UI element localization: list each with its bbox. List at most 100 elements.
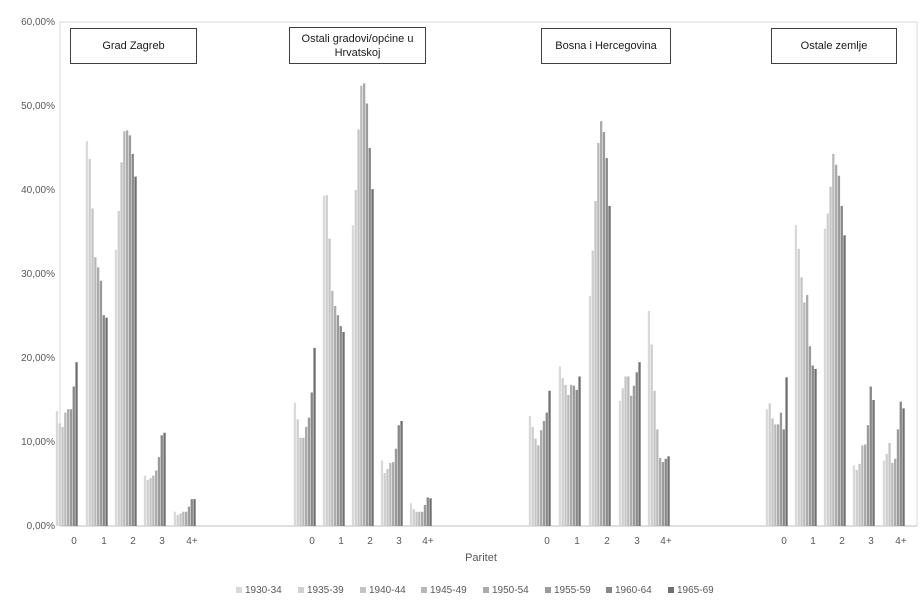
bar bbox=[97, 267, 100, 526]
legend-swatch bbox=[483, 587, 489, 593]
bar bbox=[882, 460, 886, 526]
bar bbox=[365, 103, 369, 526]
x-tick-label: 1 bbox=[574, 536, 580, 547]
bar bbox=[888, 442, 891, 526]
x-tick-label: 3 bbox=[868, 536, 874, 547]
bar bbox=[621, 388, 624, 526]
bar bbox=[94, 257, 97, 526]
bar bbox=[91, 208, 94, 527]
bar bbox=[602, 132, 606, 527]
bar bbox=[149, 478, 152, 526]
bar bbox=[134, 176, 137, 526]
bar bbox=[182, 511, 185, 526]
bar bbox=[160, 435, 163, 526]
x-tick-label: 2 bbox=[367, 536, 373, 547]
bar bbox=[354, 190, 357, 526]
bar bbox=[334, 305, 337, 526]
bar bbox=[397, 425, 400, 526]
bar bbox=[650, 344, 653, 526]
bar bbox=[128, 135, 132, 526]
bar bbox=[806, 295, 809, 526]
bar bbox=[591, 250, 594, 527]
bar bbox=[618, 400, 622, 526]
bar bbox=[771, 418, 774, 526]
bar bbox=[785, 377, 788, 526]
legend-label: 1955-59 bbox=[554, 585, 591, 596]
bar bbox=[389, 463, 392, 526]
bar bbox=[307, 417, 311, 526]
bar bbox=[394, 448, 398, 526]
bar bbox=[638, 362, 641, 526]
bar bbox=[380, 460, 384, 526]
legend-label: 1960-64 bbox=[615, 585, 652, 596]
x-tick-label: 3 bbox=[159, 536, 165, 547]
bar bbox=[302, 437, 305, 526]
legend-label: 1950-54 bbox=[492, 585, 529, 596]
bar bbox=[891, 463, 894, 526]
bar bbox=[861, 445, 864, 526]
bar bbox=[843, 235, 846, 527]
bar bbox=[858, 463, 861, 526]
bar bbox=[632, 385, 636, 526]
bar bbox=[647, 310, 651, 526]
bar bbox=[313, 347, 316, 526]
group-label-grad-zagreb: Grad Zagreb bbox=[70, 28, 197, 64]
bar bbox=[187, 506, 191, 526]
bar bbox=[605, 158, 608, 526]
legend-label: 1965-69 bbox=[677, 585, 714, 596]
x-tick-label: 4+ bbox=[422, 536, 434, 547]
plot-area bbox=[59, 21, 918, 527]
bar bbox=[322, 195, 326, 526]
bar bbox=[567, 394, 570, 526]
x-tick-label: 1 bbox=[338, 536, 344, 547]
bar bbox=[869, 386, 872, 526]
bar bbox=[558, 366, 562, 526]
x-tick-label: 2 bbox=[604, 536, 610, 547]
legend-label: 1940-44 bbox=[369, 585, 406, 596]
bar bbox=[423, 505, 427, 526]
bar bbox=[55, 410, 59, 526]
legend-swatch bbox=[606, 587, 612, 593]
bar bbox=[123, 131, 126, 526]
bar bbox=[72, 386, 75, 526]
legend-swatch bbox=[545, 587, 551, 593]
bar bbox=[296, 419, 299, 526]
bar bbox=[126, 130, 129, 527]
bar bbox=[114, 249, 118, 526]
legend-swatch bbox=[236, 587, 242, 593]
bar bbox=[542, 421, 546, 526]
legend-swatch bbox=[668, 587, 674, 593]
y-tick-label: 40,00% bbox=[21, 185, 55, 196]
bar bbox=[310, 392, 313, 526]
bar bbox=[855, 469, 858, 526]
bar bbox=[429, 498, 432, 526]
bar bbox=[331, 290, 334, 526]
bar bbox=[885, 453, 888, 526]
bar bbox=[600, 121, 603, 527]
bar bbox=[561, 378, 564, 526]
bar bbox=[864, 444, 867, 526]
bar bbox=[102, 315, 105, 526]
group-label-ostale-zemlje: Ostale zemlje bbox=[771, 28, 897, 64]
y-tick-label: 20,00% bbox=[21, 353, 55, 364]
bar bbox=[99, 280, 103, 526]
bar bbox=[146, 479, 149, 526]
bar bbox=[597, 142, 600, 526]
bar bbox=[896, 429, 900, 526]
legend-swatch bbox=[298, 587, 304, 593]
bar bbox=[627, 376, 630, 526]
bar bbox=[545, 412, 548, 526]
bar bbox=[173, 511, 177, 526]
bar bbox=[635, 372, 638, 526]
bar bbox=[664, 458, 667, 526]
bar bbox=[630, 395, 633, 526]
bar bbox=[131, 153, 134, 526]
bar bbox=[61, 426, 64, 526]
bar bbox=[608, 205, 611, 526]
bar bbox=[383, 473, 386, 526]
bar bbox=[814, 368, 817, 526]
x-tick-label: 1 bbox=[101, 536, 107, 547]
x-tick-label: 3 bbox=[396, 536, 402, 547]
bar bbox=[412, 509, 415, 526]
